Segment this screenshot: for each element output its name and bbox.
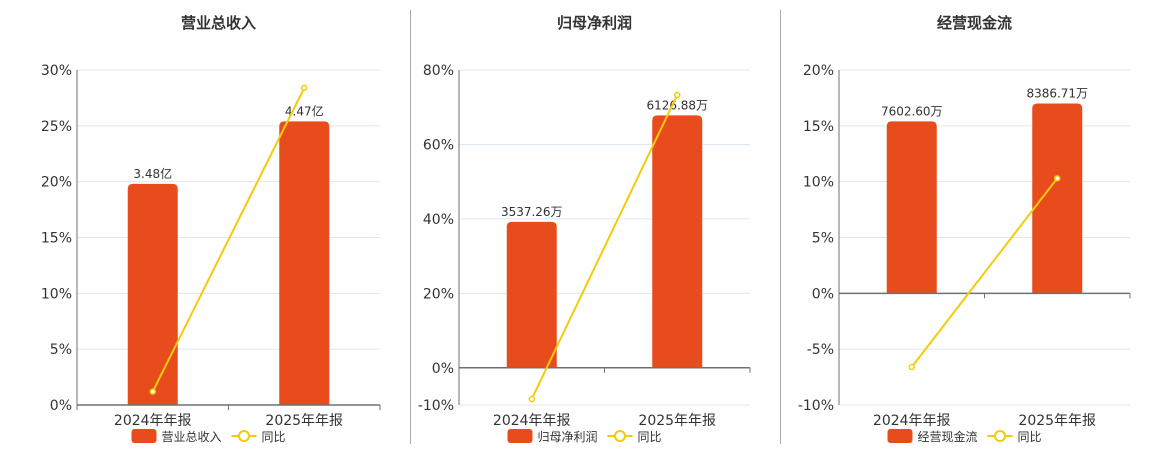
bar bbox=[127, 183, 178, 405]
chart-panel: 营业总收入0%5%10%15%20%25%30%3.48亿2024年年报4.47… bbox=[41, 14, 381, 444]
bar bbox=[652, 115, 703, 368]
bar bbox=[886, 121, 937, 294]
x-tick-label: 2024年年报 bbox=[873, 413, 951, 429]
y-tick-label: 30% bbox=[41, 63, 72, 79]
chart-panel: 归母净利润 -10% 0% 20% 40% 60% 80% 3537.26万 2024年年报 61… bbox=[418, 14, 751, 444]
y-tick-label: 10% bbox=[41, 286, 72, 302]
chart-title: 归母净利润 bbox=[557, 14, 632, 32]
bar-data-label: 8386.71万 bbox=[1026, 87, 1088, 101]
legend-line-label: 同比 bbox=[262, 430, 286, 444]
y-tick-label: 20% bbox=[41, 175, 72, 191]
legend-line-label: 同比 bbox=[638, 430, 662, 444]
yoy-line bbox=[151, 87, 306, 393]
y-tick-label: -5% bbox=[807, 342, 834, 358]
legend-line-marker bbox=[614, 430, 626, 442]
y-tick-label: 80% bbox=[423, 63, 454, 79]
x-tick-label: 2025年年报 bbox=[638, 413, 716, 429]
y-tick-label: 20% bbox=[423, 286, 454, 302]
bar bbox=[1032, 103, 1083, 294]
legend-bar-swatch bbox=[887, 429, 913, 443]
y-tick-label: 5% bbox=[50, 342, 72, 358]
chart-title: 经营现金流 bbox=[937, 14, 1012, 32]
y-tick-label: 15% bbox=[41, 231, 72, 247]
yoy-point bbox=[301, 84, 308, 92]
bar-data-label: 3.48亿 bbox=[133, 166, 172, 181]
y-tick-label: 20% bbox=[803, 63, 834, 79]
yoy-point bbox=[908, 363, 915, 371]
yoy-point bbox=[674, 91, 681, 99]
yoy-point bbox=[149, 388, 156, 395]
yoy-point bbox=[1054, 175, 1061, 182]
y-tick-label: 5% bbox=[812, 231, 834, 247]
legend-bar-swatch bbox=[131, 429, 157, 443]
x-tick-label: 2025年年报 bbox=[1018, 413, 1096, 429]
y-tick-label: 60% bbox=[423, 137, 454, 153]
legend-line-marker bbox=[238, 430, 250, 442]
legend-bar-label: 归母净利润 bbox=[538, 430, 598, 444]
y-tick-label: 0% bbox=[432, 361, 454, 377]
y-tick-label: 10% bbox=[803, 175, 834, 191]
y-tick-label: 25% bbox=[41, 119, 72, 135]
chart-title: 营业总收入 bbox=[181, 14, 256, 32]
bar-data-label: 7602.60万 bbox=[881, 104, 943, 118]
legend-line-marker bbox=[994, 430, 1006, 442]
yoy-point bbox=[528, 395, 535, 403]
y-tick-label: 40% bbox=[423, 212, 454, 228]
bar-data-label: 6126.88万 bbox=[646, 98, 708, 112]
y-tick-label: -10% bbox=[418, 398, 454, 414]
x-tick-label: 2024年年报 bbox=[493, 413, 571, 429]
y-tick-label: 0% bbox=[812, 286, 834, 302]
bar bbox=[279, 121, 330, 405]
yoy-line bbox=[530, 94, 679, 400]
yoy-line bbox=[910, 177, 1059, 368]
y-tick-label: -10% bbox=[798, 398, 834, 414]
bar bbox=[506, 221, 557, 368]
x-tick-label: 2024年年报 bbox=[114, 413, 192, 429]
legend-bar-swatch bbox=[507, 429, 533, 443]
chart-panel: 经营现金流 -10% -5% 0% 5% 10% 15% 20% 7602.60万 2024年年报… bbox=[798, 14, 1131, 444]
bar-data-label: 3537.26万 bbox=[501, 205, 563, 219]
y-tick-label: 15% bbox=[803, 119, 834, 135]
legend-bar-label: 经营现金流 bbox=[918, 429, 978, 444]
x-tick-label: 2025年年报 bbox=[265, 413, 343, 429]
legend-line-label: 同比 bbox=[1018, 430, 1042, 444]
y-tick-label: 0% bbox=[50, 398, 72, 414]
legend-bar-label: 营业总收入 bbox=[162, 430, 222, 444]
